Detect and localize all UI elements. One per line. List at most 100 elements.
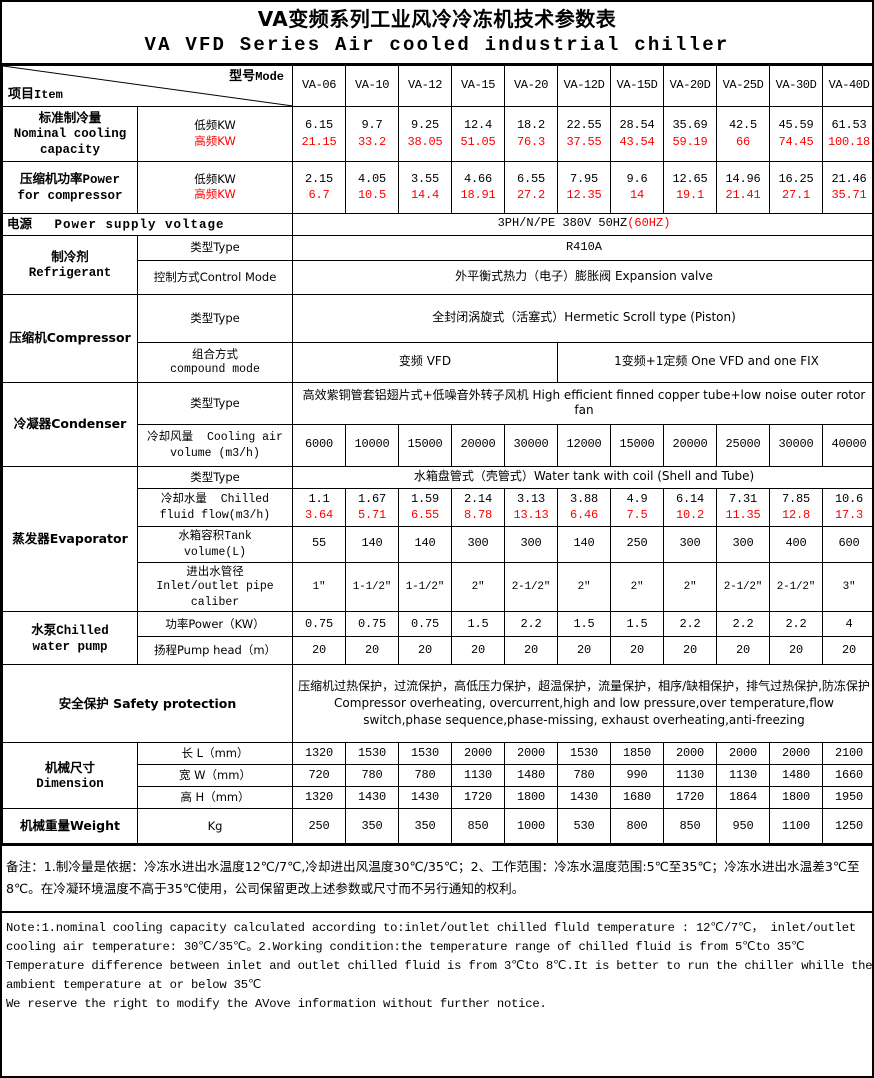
cell-air-volume: 20000 (663, 423, 717, 467)
cell-width: 1480 (769, 764, 823, 788)
cell-pipe-caliber: 2″ (663, 561, 717, 613)
note-english-line: ambient temperature at or below 35℃ (6, 977, 262, 992)
sublabel-control-mode: 控制方式Control Mode (137, 259, 293, 295)
cell-width: 1130 (716, 764, 770, 788)
specification-table: 型号Mode 项目Item VA-06 VA-10 VA-12 VA-15 VA… (2, 64, 874, 845)
cell-tank-volume: 300 (504, 525, 558, 563)
corner-header-cell: 型号Mode 项目Item (2, 64, 293, 107)
cell-tank-volume: 55 (292, 525, 346, 563)
cell-pipe-caliber: 3″ (822, 561, 874, 613)
cell-length: 2000 (716, 742, 770, 766)
cell-pump-power: 4 (822, 611, 874, 638)
cell-length: 1530 (557, 742, 611, 766)
cell-width: 1660 (822, 764, 874, 788)
cell-height: 1864 (716, 786, 770, 810)
cell-chilled-flow: 10.6 17.3 (822, 487, 874, 527)
cell-compound-left: 变频 VFD (292, 341, 558, 383)
cell-pump-head: 20 (769, 636, 823, 666)
cell-air-volume: 40000 (822, 423, 874, 467)
row-label-power-supply: 电源 Power supply voltage (2, 212, 293, 236)
cell-pump-power: 0.75 (292, 611, 346, 638)
cell-chilled-flow: 7.31 11.35 (716, 487, 770, 527)
note-english-line: Note:1.nominal cooling capacity calculat… (6, 921, 856, 935)
cell-length: 2000 (769, 742, 823, 766)
model-column-header: VA-06 (292, 64, 346, 107)
cell-chilled-flow: 4.9 7.5 (610, 487, 664, 527)
model-header-label: 型号Mode (229, 68, 284, 84)
cell-chilled-flow: 3.88 6.46 (557, 487, 611, 527)
cell-pump-power: 2.2 (504, 611, 558, 638)
cell-pipe-caliber: 1-1/2″ (398, 561, 452, 613)
cell-length: 1530 (345, 742, 399, 766)
cell-air-volume: 15000 (610, 423, 664, 467)
note-english-line: Temperature difference between inlet and… (6, 958, 873, 973)
cell-cooling-capacity: 45.59 74.45 (769, 105, 823, 162)
cell-tank-volume: 140 (345, 525, 399, 563)
sublabel-chilled-fluid-flow: 冷却水量 Chilled fluid flow(m3/h) (137, 487, 293, 527)
sublabel-cooling-air-volume: 冷却风量 Cooling air volume (m3/h) (137, 423, 293, 467)
cell-length: 1530 (398, 742, 452, 766)
cell-pump-head: 20 (398, 636, 452, 666)
cell-pump-power: 0.75 (345, 611, 399, 638)
cell-width: 1130 (451, 764, 505, 788)
sublabel-type: 类型Type (137, 234, 293, 261)
cell-length: 2000 (663, 742, 717, 766)
cell-pump-power: 2.2 (769, 611, 823, 638)
cell-height: 1720 (663, 786, 717, 810)
cell-pump-power: 1.5 (610, 611, 664, 638)
cell-chilled-flow: 1.67 5.71 (345, 487, 399, 527)
cell-pump-head: 20 (716, 636, 770, 666)
row-label-compressor: 压缩机Compressor (2, 293, 138, 383)
cell-pipe-caliber: 1″ (292, 561, 346, 613)
model-column-header: VA-25D (716, 64, 770, 107)
cell-tank-volume: 600 (822, 525, 874, 563)
cell-weight: 350 (398, 808, 452, 845)
cell-weight: 800 (610, 808, 664, 845)
cell-width: 1480 (504, 764, 558, 788)
row-compressor-compound: 组合方式 compound mode 变频 VFD 1变频+1定频 One VF… (3, 341, 874, 383)
cell-length: 2000 (451, 742, 505, 766)
cell-pump-power: 2.2 (663, 611, 717, 638)
sublabel-length: 长 L（mm） (137, 742, 293, 766)
cell-air-volume: 12000 (557, 423, 611, 467)
cell-pump-power: 2.2 (716, 611, 770, 638)
model-column-header: VA-12D (557, 64, 611, 107)
sublabel-width: 宽 W（mm） (137, 764, 293, 788)
cell-tank-volume: 400 (769, 525, 823, 563)
cell-pump-power: 1.5 (451, 611, 505, 638)
model-column-header: VA-40D (822, 64, 874, 107)
cell-compressor-power: 9.6 14 (610, 160, 664, 214)
cell-cooling-capacity: 9.25 38.05 (398, 105, 452, 162)
cell-width: 720 (292, 764, 346, 788)
page-title-en: VA VFD Series Air cooled industrial chil… (144, 34, 730, 56)
cell-height: 1720 (451, 786, 505, 810)
cell-chilled-flow: 7.85 12.8 (769, 487, 823, 527)
note-chinese: 备注：1.制冷量是依据：冷冻水进出水温度12℃/7℃,冷却进出风温度30℃/35… (2, 844, 872, 913)
cell-weight: 850 (663, 808, 717, 845)
row-label-dimension: 机械尺寸 Dimension (2, 742, 138, 810)
cell-tank-volume: 250 (610, 525, 664, 563)
cell-power-supply-value: 3PH/N/PE 380V 50HZ(60HZ) (292, 212, 874, 236)
cell-chilled-flow: 6.14 10.2 (663, 487, 717, 527)
row-refrigerant-control: 控制方式Control Mode 外平衡式热力（电子）膨胀阀 Expansion… (3, 259, 874, 295)
cell-height: 1430 (557, 786, 611, 810)
cell-pipe-caliber: 2″ (610, 561, 664, 613)
cell-pipe-caliber: 2-1/2″ (504, 561, 558, 613)
sublabel-height: 高 H（mm） (137, 786, 293, 810)
row-dimension-width: 宽 W（mm） 720 780 780 1130 1480 780 990 11… (3, 764, 874, 788)
sublabel-compound-mode: 组合方式 compound mode (137, 341, 293, 383)
cell-chilled-flow: 2.14 8.78 (451, 487, 505, 527)
cell-air-volume: 6000 (292, 423, 346, 467)
row-safety-protection: 安全保护 Safety protection 压缩机过热保护，过流保护，高低压力… (2, 664, 874, 744)
cell-cooling-capacity: 61.53 100.18 (822, 105, 874, 162)
cell-compressor-power: 6.55 27.2 (504, 160, 558, 214)
cell-compressor-power: 4.05 10.5 (345, 160, 399, 214)
cell-weight: 530 (557, 808, 611, 845)
cell-compressor-power: 4.66 18.91 (451, 160, 505, 214)
cell-cooling-capacity: 42.5 66 (716, 105, 770, 162)
sublabel-type: 类型Type (137, 293, 293, 343)
cell-chilled-flow: 1.59 6.55 (398, 487, 452, 527)
row-label-weight: 机械重量Weight (2, 808, 138, 845)
cell-height: 1800 (504, 786, 558, 810)
cell-pump-head: 20 (451, 636, 505, 666)
